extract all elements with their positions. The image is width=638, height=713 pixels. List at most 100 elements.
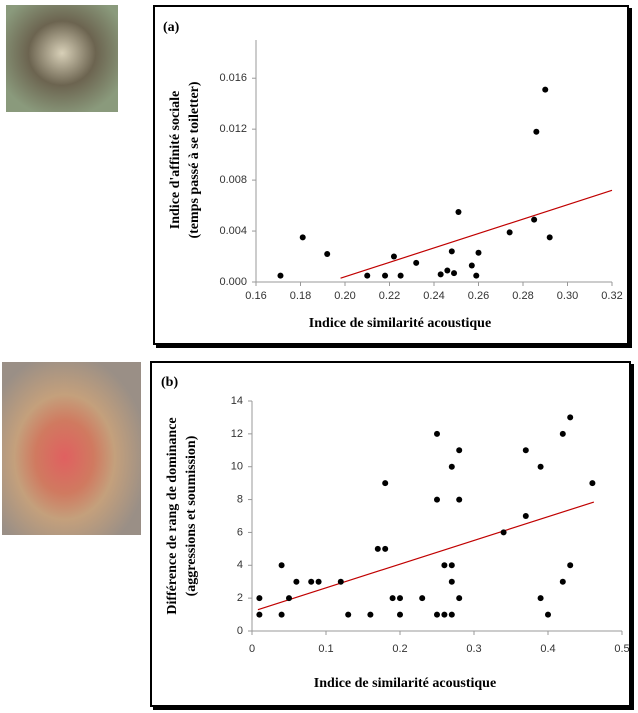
panel-label: (b) bbox=[161, 375, 178, 390]
data-point bbox=[448, 463, 455, 470]
data-point bbox=[448, 562, 455, 569]
data-point bbox=[286, 595, 292, 602]
data-point bbox=[308, 578, 315, 585]
x-tick-label: 0.4 bbox=[540, 643, 555, 655]
data-point bbox=[419, 595, 426, 602]
y-tick-label: 0.012 bbox=[219, 123, 247, 135]
y-tick-label: 14 bbox=[231, 395, 243, 407]
x-tick-label: 0.32 bbox=[601, 290, 622, 302]
data-point bbox=[434, 611, 440, 618]
data-point bbox=[324, 250, 331, 257]
data-point bbox=[537, 595, 544, 602]
data-point bbox=[559, 430, 566, 437]
x-tick-label: 0.30 bbox=[557, 290, 578, 302]
data-point bbox=[374, 545, 381, 552]
data-point bbox=[455, 208, 462, 215]
data-point bbox=[567, 414, 574, 421]
data-point bbox=[451, 270, 458, 277]
y-axis-title: Différence de rang de dominance bbox=[165, 417, 180, 614]
data-point bbox=[441, 562, 448, 569]
x-tick-label: 0.22 bbox=[379, 290, 400, 302]
x-tick-label: 0.2 bbox=[392, 643, 407, 655]
x-tick-label: 0.3 bbox=[466, 643, 481, 655]
data-point bbox=[456, 496, 463, 503]
data-point bbox=[545, 611, 551, 618]
data-point bbox=[397, 595, 403, 602]
macaque-photo bbox=[2, 362, 141, 535]
data-point bbox=[413, 259, 420, 266]
y-tick-label: 2 bbox=[237, 592, 243, 604]
y-tick-label: 0 bbox=[237, 625, 243, 637]
x-tick-label: 0.20 bbox=[334, 290, 355, 302]
data-point bbox=[397, 272, 404, 279]
x-tick-label: 0.1 bbox=[318, 643, 333, 655]
y-tick-label: 0.004 bbox=[219, 225, 247, 237]
data-point bbox=[434, 496, 440, 503]
data-point bbox=[448, 578, 455, 585]
panel-a-frame bbox=[153, 5, 632, 348]
data-point bbox=[397, 611, 403, 618]
x-tick-label: 0.26 bbox=[468, 290, 489, 302]
data-point bbox=[567, 562, 574, 569]
panel-label: (a) bbox=[163, 20, 180, 35]
data-point bbox=[315, 578, 322, 585]
x-tick-label: 0 bbox=[249, 643, 255, 655]
data-point bbox=[345, 611, 352, 618]
x-tick-label: 0.24 bbox=[423, 290, 444, 302]
data-point bbox=[448, 248, 455, 255]
data-point bbox=[382, 545, 389, 552]
data-point bbox=[537, 463, 544, 470]
data-point bbox=[382, 480, 389, 487]
data-point bbox=[546, 234, 553, 241]
monkey-photo bbox=[6, 5, 118, 112]
data-point bbox=[299, 234, 306, 241]
data-point bbox=[364, 272, 371, 279]
y-tick-label: 4 bbox=[237, 559, 243, 571]
data-point bbox=[559, 578, 566, 585]
x-tick-label: 0.28 bbox=[512, 290, 533, 302]
data-point bbox=[441, 611, 448, 618]
trend-line bbox=[340, 189, 613, 279]
data-point bbox=[473, 272, 480, 279]
y-tick-label: 12 bbox=[231, 428, 243, 440]
data-point bbox=[456, 595, 463, 602]
data-point bbox=[522, 447, 529, 454]
data-point bbox=[382, 272, 389, 279]
y-tick-label: 0.008 bbox=[219, 174, 247, 186]
y-axis-title: (aggressions et soumission) bbox=[184, 435, 199, 596]
data-point bbox=[500, 529, 507, 536]
y-tick-label: 8 bbox=[237, 493, 243, 505]
panel-b-frame bbox=[150, 361, 634, 710]
data-point bbox=[277, 272, 284, 279]
y-tick-label: 0.000 bbox=[219, 276, 247, 288]
x-tick-label: 0.5 bbox=[614, 643, 629, 655]
data-point bbox=[256, 611, 263, 618]
data-point bbox=[506, 229, 513, 236]
data-point bbox=[456, 447, 463, 454]
data-point bbox=[367, 611, 374, 618]
data-point bbox=[589, 480, 596, 487]
y-tick-label: 0.016 bbox=[219, 72, 247, 84]
y-tick-label: 6 bbox=[237, 526, 243, 538]
data-point bbox=[278, 611, 285, 618]
data-point bbox=[533, 128, 540, 135]
data-point bbox=[531, 216, 538, 223]
data-point bbox=[390, 253, 397, 260]
data-point bbox=[256, 595, 263, 602]
x-axis-title: Indice de similarité acoustique bbox=[309, 316, 491, 331]
x-tick-label: 0.18 bbox=[290, 290, 311, 302]
data-point bbox=[434, 430, 440, 437]
data-point bbox=[389, 595, 396, 602]
data-point bbox=[475, 249, 482, 256]
data-point bbox=[293, 578, 300, 585]
x-tick-label: 0.16 bbox=[245, 290, 266, 302]
y-axis-title: (temps passé à se toiletter) bbox=[187, 81, 202, 238]
trend-line bbox=[257, 501, 595, 611]
data-point bbox=[444, 267, 451, 274]
data-point bbox=[437, 271, 444, 278]
x-axis-title: Indice de similarité acoustique bbox=[314, 676, 496, 691]
data-point bbox=[278, 562, 285, 569]
data-point bbox=[468, 262, 475, 269]
data-point bbox=[542, 86, 549, 93]
